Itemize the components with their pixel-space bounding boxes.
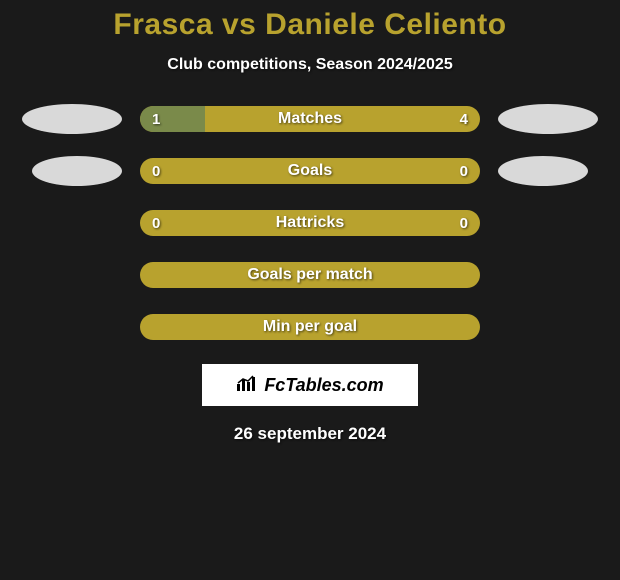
site-logo: FcTables.com [202,364,418,406]
logo-text: FcTables.com [264,375,383,396]
comparison-card: Frasca vs Daniele Celiento Club competit… [0,0,620,444]
stat-label: Matches [140,106,480,132]
stat-right-value: 4 [460,106,468,132]
stat-bar: 1 Matches 4 [140,106,480,132]
stat-row: 1 Matches 4 [0,104,620,134]
stat-label: Min per goal [140,314,480,340]
stat-right-value: 0 [460,158,468,184]
subtitle: Club competitions, Season 2024/2025 [0,56,620,74]
stat-bar: Goals per match [140,262,480,288]
date-text: 26 september 2024 [0,424,620,444]
stat-row: 0 Goals 0 [0,156,620,186]
player-left-pill [32,156,122,186]
stat-label: Hattricks [140,210,480,236]
page-title: Frasca vs Daniele Celiento [0,8,620,42]
player-left-pill [22,104,122,134]
stat-row: Goals per match [0,260,620,290]
stat-row: Min per goal [0,312,620,342]
stat-row: 0 Hattricks 0 [0,208,620,238]
stat-right-value: 0 [460,210,468,236]
bar-chart-icon [236,374,258,397]
stat-bar: 0 Goals 0 [140,158,480,184]
stat-bar: 0 Hattricks 0 [140,210,480,236]
player-right-pill [498,104,598,134]
stat-label: Goals per match [140,262,480,288]
player-right-pill [498,156,588,186]
stat-bar: Min per goal [140,314,480,340]
stat-label: Goals [140,158,480,184]
